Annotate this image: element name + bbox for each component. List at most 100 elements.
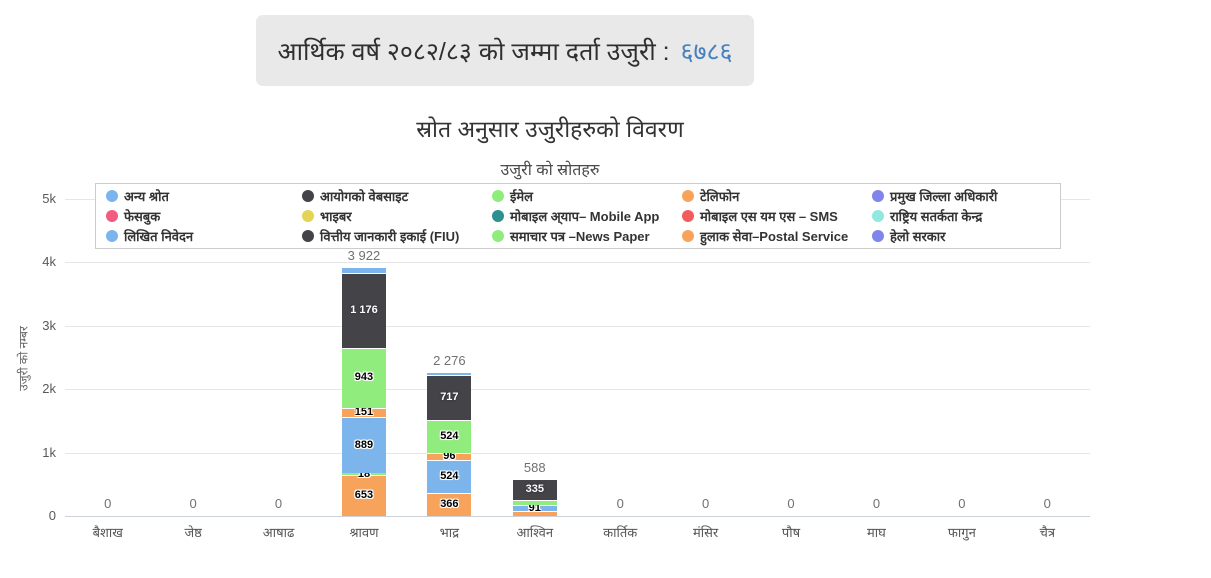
y-axis-tick-label: 0 [48,508,56,523]
legend-item[interactable]: भाइबर [302,206,492,226]
x-axis-line [65,516,1090,517]
bar-segment[interactable] [512,505,557,511]
stack-total-label: 0 [787,496,795,511]
bar-segment-value: 717 [440,391,459,404]
legend-marker-icon [682,190,694,202]
chart-title: स्रोत अनुसार उजुरीहरुको विवरण [416,116,684,142]
legend-item[interactable]: वित्तीय जानकारी इकाई (FIU) [302,226,492,246]
bar-segment[interactable] [512,510,557,516]
banner-text: आर्थिक वर्ष २०८२/८३ को जम्मा दर्ता उजुरी… [277,37,677,66]
bar-segment[interactable] [341,407,386,418]
x-axis-label: श्रावण [349,525,379,540]
x-axis-label: आषाढ [262,525,295,540]
legend-marker-icon [492,190,504,202]
bar-segment-value: 1 176 [350,303,378,316]
legend-item-label: हुलाक सेवा–Postal Service [700,229,849,244]
legend-marker-icon [302,230,314,242]
bar-segment[interactable] [341,267,386,274]
legend-marker-icon [492,230,504,242]
legend-marker-icon [682,230,694,242]
legend-marker-icon [872,230,884,242]
legend-item-label: फेसबुक [124,209,161,224]
y-axis-tick-label: 4k [42,254,56,270]
bar-segment[interactable] [427,459,472,493]
legend-marker-icon [106,210,118,222]
bar-segment[interactable] [341,273,386,348]
bar-segment-value: 524 [440,430,459,443]
chart-legend: अन्य श्रोत आयोगको वेबसाइट ईमेल टेलिफोन प्रमु… [95,183,1061,249]
x-axis-label: माघ [867,525,886,540]
legend-item-label: वित्तीय जानकारी इकाई (FIU) [320,229,460,244]
bar-segment[interactable] [427,453,472,460]
bar-segment[interactable] [427,492,472,516]
bar-segment-value: 151 [354,405,374,418]
legend-item[interactable]: मोबाइल एस यम एस – SMS [682,206,872,226]
legend-item-label: आयोगको वेबसाइट [320,189,409,204]
x-axis-label: मंसिर [693,525,719,540]
stack-total-label: 0 [958,496,966,511]
stack-total-label: 0 [104,496,112,511]
x-axis-label: चैत्र [1039,525,1055,540]
bar-segment[interactable] [341,474,386,516]
stack-total-label: 588 [523,459,546,475]
chart-subtitle: उजुरी को स्रोतहरु [500,162,600,179]
bar-segment-value: 524 [440,469,459,482]
legend-item[interactable]: समाचार पत्र –News Paper [492,226,682,246]
legend-item[interactable]: ईमेल [492,186,682,206]
bar-segment[interactable] [341,473,386,475]
x-axis-label: बैशाख [92,525,123,540]
gridline [65,325,1090,327]
bar-segment[interactable] [427,374,472,421]
legend-marker-icon [106,190,118,202]
stack-total-label: 2 276 [433,352,466,368]
gridline [65,262,1090,264]
legend-item[interactable]: राष्ट्रिय सतर्कता केन्द्र [872,206,1060,226]
legend-item[interactable]: आयोगको वेबसाइट [302,186,492,206]
stack-total-label: 0 [702,496,710,511]
stack-total-label: 0 [616,496,624,511]
legend-marker-icon [302,190,314,202]
legend-item-label: प्रमुख जिल्ला अधिकारी [890,189,998,204]
bar-segment[interactable] [512,499,557,506]
legend-item[interactable]: मोबाइल अ्याप– Mobile App [492,206,682,226]
legend-item[interactable]: टेलिफोन [682,186,872,206]
stack-total-label: 3 922 [347,248,381,264]
legend-marker-icon [872,210,884,222]
bar-segment[interactable] [341,417,386,474]
x-axis-label: फागुन [947,525,976,540]
legend-item-label: हेलो सरकार [890,229,946,244]
bar-segment[interactable] [512,478,557,500]
bar-segment[interactable] [427,371,472,375]
legend-item-label: टेलिफोन [700,189,740,204]
bar-segment-value: 889 [354,438,374,451]
legend-item[interactable]: फेसबुक [106,206,302,226]
legend-item-label: ईमेल [510,189,533,204]
bar-segment-value: 335 [525,482,544,495]
x-axis-label: पौष [781,525,801,540]
y-axis-tick-label: 5k [42,191,56,206]
y-axis-tick-label: 1k [42,444,56,460]
legend-marker-icon [872,190,884,202]
legend-item[interactable]: हेलो सरकार [872,226,1060,246]
legend-item[interactable]: लिखित निवेदन [106,226,302,246]
banner-total-value: ६७८६ [680,37,733,66]
y-axis-tick-label: 2k [42,381,56,397]
gridline [65,389,1090,391]
stack-total-label: 0 [872,496,881,511]
bar-segment[interactable] [341,347,386,408]
legend-marker-icon [106,230,118,242]
legend-item[interactable]: हुलाक सेवा–Postal Service [682,226,872,246]
bar-segment[interactable] [427,420,472,454]
legend-item-label: भाइबर [320,209,352,224]
legend-item-label: समाचार पत्र –News Paper [510,229,650,244]
stack-total-label: 0 [274,496,283,511]
legend-item-label: राष्ट्रिय सतर्कता केन्द्र [890,209,983,224]
x-axis-label: जेष्ठ [184,525,202,540]
legend-item[interactable]: अन्य श्रोत [106,186,302,206]
legend-item-label: मोबाइल अ्याप– Mobile App [510,209,660,224]
y-axis-tick-label: 3k [42,317,56,333]
fiscal-year-total-banner: आर्थिक वर्ष २०८२/८३ को जम्मा दर्ता उजुरी… [256,15,754,86]
legend-item[interactable]: प्रमुख जिल्ला अधिकारी [872,186,1060,206]
